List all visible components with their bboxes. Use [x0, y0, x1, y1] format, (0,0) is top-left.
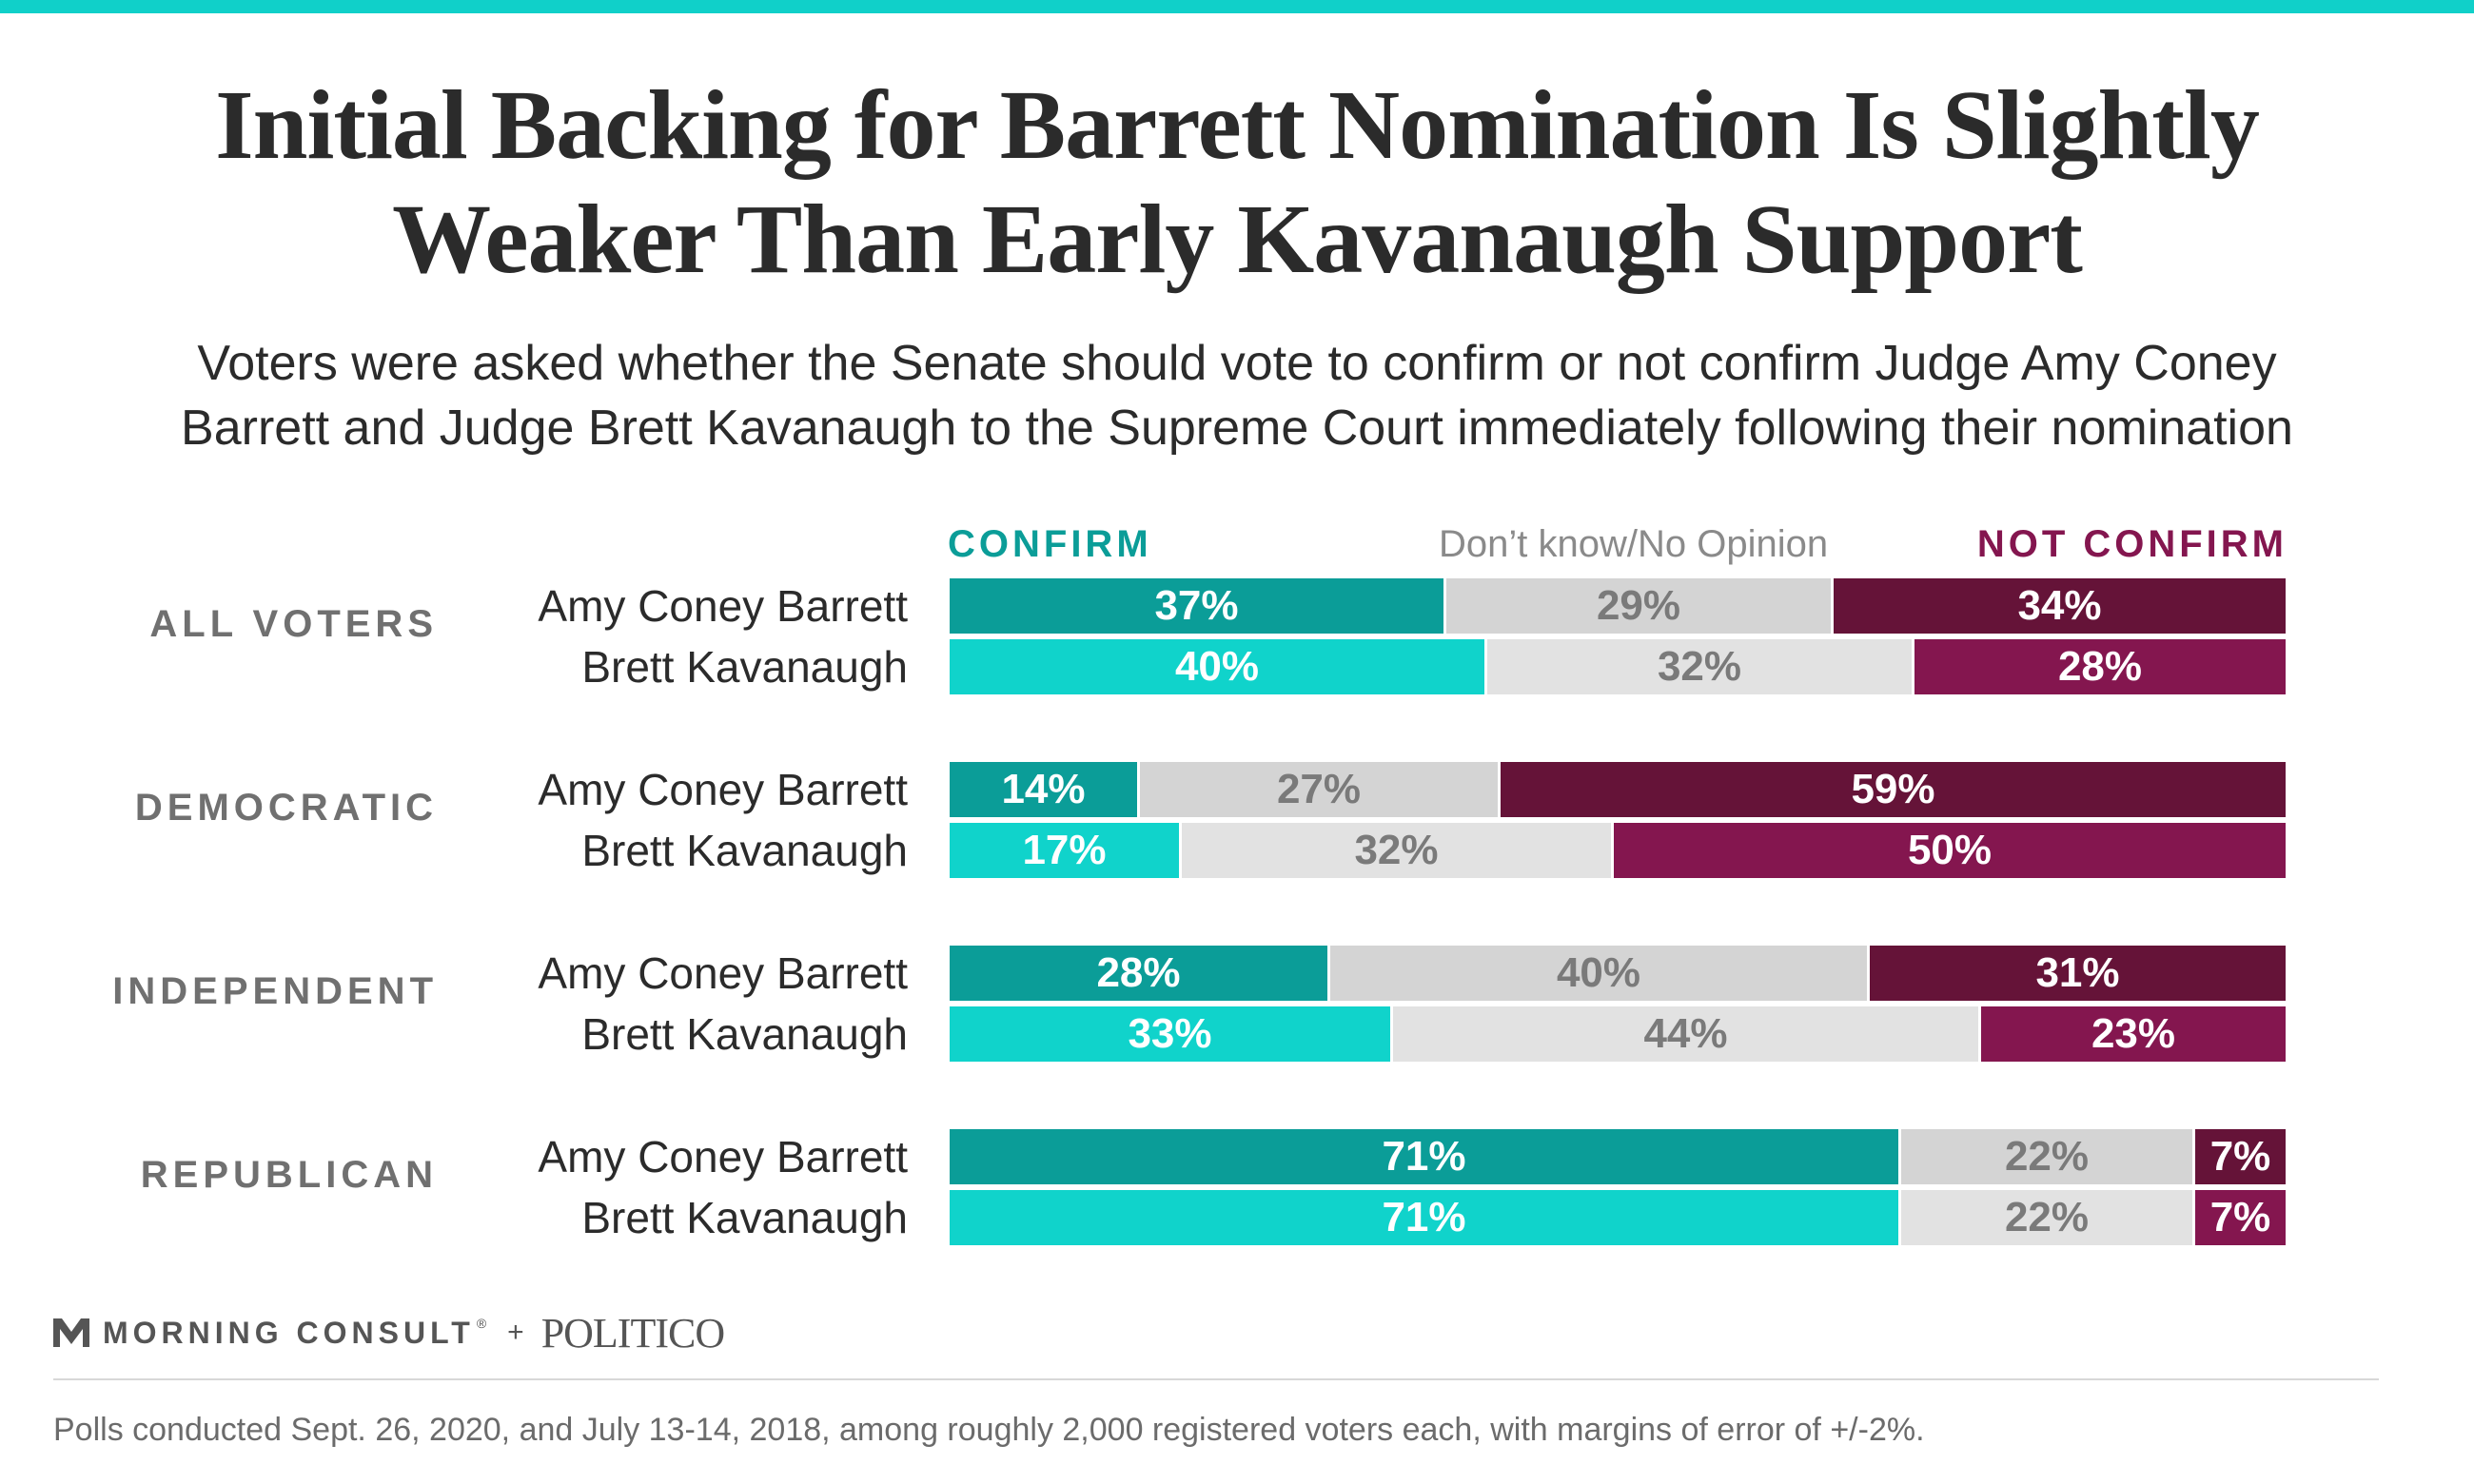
row-label: Amy Coney Barrett [538, 1132, 908, 1181]
footnote: Polls conducted Sept. 26, 2020, and July… [53, 1412, 1925, 1448]
bar-segment-not-confirm: 34% [1831, 578, 2286, 634]
bar-segment-dont-know: 44% [1390, 1006, 1978, 1062]
brand-morning-consult: MORNING CONSULT [103, 1315, 475, 1350]
bar-row: 37% 29% 34% [950, 578, 2286, 634]
bar-row: 33% 44% 23% [950, 1006, 2286, 1062]
chart-title-line-2: Weaker Than Early Kavanaugh Support [392, 185, 2083, 294]
bar-row: 71% 22% 7% [950, 1190, 2286, 1245]
data-label: 44% [1643, 1010, 1728, 1057]
data-label: 17% [1022, 827, 1107, 873]
data-label: 22% [2004, 1194, 2090, 1240]
data-label: 59% [1851, 766, 1935, 812]
brand-politico: POLITICO [540, 1309, 725, 1357]
group-label: INDEPENDENT [112, 970, 438, 1012]
bar-segment-dont-know: 27% [1137, 762, 1498, 817]
data-label: 7% [2209, 1194, 2271, 1240]
bar-row: 14% 27% 59% [950, 762, 2286, 817]
data-label: 7% [2209, 1133, 2271, 1180]
bar-row: 28% 40% 31% [950, 946, 2286, 1001]
group-label: REPUBLICAN [140, 1154, 438, 1196]
row-label: Amy Coney Barrett [538, 581, 908, 631]
footer-divider [53, 1378, 2379, 1380]
footer-brand: MORNING CONSULT ® + POLITICO [53, 1309, 725, 1357]
data-label: 32% [1354, 827, 1439, 873]
registered-mark: ® [476, 1316, 487, 1331]
legend-confirm: CONFIRM [948, 523, 1152, 565]
bar-segment-not-confirm: 31% [1867, 946, 2286, 1001]
chart-subtitle-line-2: Barrett and Judge Brett Kavanaugh to the… [181, 400, 2293, 456]
data-label: 28% [1096, 949, 1181, 996]
morning-consult-m-icon [53, 1318, 89, 1347]
bar-segment-confirm: 40% [950, 639, 1484, 694]
data-label: 40% [1174, 643, 1260, 690]
row-label: Amy Coney Barrett [538, 948, 908, 998]
bar-row: 71% 22% 7% [950, 1129, 2286, 1184]
bar-segment-dont-know: 40% [1327, 946, 1867, 1001]
bar-row: 17% 32% 50% [950, 823, 2286, 878]
bar-segment-dont-know: 32% [1484, 639, 1912, 694]
group-label: DEMOCRATIC [134, 787, 438, 829]
bar-segment-confirm: 17% [950, 823, 1179, 878]
data-label: 14% [1001, 766, 1086, 812]
top-accent-rule [0, 0, 2474, 13]
bar-segment-not-confirm: 59% [1498, 762, 2286, 817]
row-label: Brett Kavanaugh [581, 826, 908, 875]
data-label: 22% [2004, 1133, 2090, 1180]
data-label: 50% [1907, 827, 1993, 873]
bar-segment-confirm: 37% [950, 578, 1443, 634]
data-label: 28% [2057, 643, 2143, 690]
bar-segment-confirm: 33% [950, 1006, 1390, 1062]
data-label: 34% [2017, 582, 2102, 629]
data-label: 40% [1556, 949, 1641, 996]
data-label: 33% [1128, 1010, 1212, 1057]
chart-title-line-1: Initial Backing for Barrett Nomination I… [215, 70, 2260, 180]
bar-segment-dont-know: 29% [1443, 578, 1831, 634]
brand-plus: + [507, 1317, 524, 1348]
legend-dont-know: Don’t know/No Opinion [1439, 523, 1829, 565]
data-label: 29% [1596, 582, 1681, 629]
group-label: ALL VOTERS [149, 603, 438, 645]
bar-segment-confirm: 71% [950, 1129, 1898, 1184]
bar-segment-confirm: 28% [950, 946, 1327, 1001]
row-label: Brett Kavanaugh [581, 1193, 908, 1242]
bar-segment-not-confirm: 28% [1912, 639, 2286, 694]
row-label: Brett Kavanaugh [581, 642, 908, 692]
bar-segment-not-confirm: 7% [2192, 1129, 2286, 1184]
data-label: 23% [2091, 1010, 2176, 1057]
legend-not-confirm: NOT CONFIRM [1976, 523, 2287, 565]
row-label: Amy Coney Barrett [538, 765, 908, 814]
data-label: 71% [1382, 1194, 1466, 1240]
data-label: 71% [1382, 1133, 1466, 1180]
bar-segment-not-confirm: 7% [2192, 1190, 2286, 1245]
data-label: 27% [1276, 766, 1362, 812]
bar-segment-confirm: 14% [950, 762, 1137, 817]
bar-segment-dont-know: 22% [1898, 1190, 2192, 1245]
bar-segment-not-confirm: 50% [1611, 823, 2286, 878]
data-label: 32% [1657, 643, 1742, 690]
bar-segment-dont-know: 32% [1179, 823, 1611, 878]
bar-segment-not-confirm: 23% [1978, 1006, 2286, 1062]
row-label: Brett Kavanaugh [581, 1009, 908, 1059]
data-label: 37% [1154, 582, 1239, 629]
bar-segment-confirm: 71% [950, 1190, 1898, 1245]
bar-segment-dont-know: 22% [1898, 1129, 2192, 1184]
chart-subtitle-line-1: Voters were asked whether the Senate sho… [197, 336, 2277, 391]
data-label: 31% [2035, 949, 2120, 996]
bar-row: 40% 32% 28% [950, 639, 2286, 694]
